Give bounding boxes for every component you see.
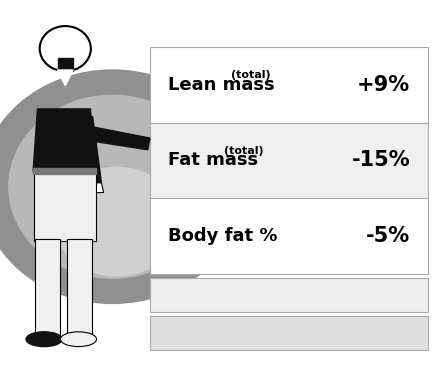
FancyBboxPatch shape <box>150 198 428 274</box>
Bar <box>58 58 73 71</box>
Polygon shape <box>48 119 150 150</box>
FancyBboxPatch shape <box>150 123 428 198</box>
Circle shape <box>9 95 216 278</box>
Circle shape <box>40 26 91 71</box>
Text: Fat mass: Fat mass <box>168 151 258 170</box>
Polygon shape <box>90 183 104 193</box>
Bar <box>33 168 96 174</box>
FancyBboxPatch shape <box>150 47 428 123</box>
Circle shape <box>0 70 245 303</box>
Text: -5%: -5% <box>366 226 410 246</box>
Text: (total): (total) <box>231 70 271 80</box>
Polygon shape <box>33 109 95 171</box>
Ellipse shape <box>60 332 97 347</box>
Text: (total): (total) <box>224 146 264 156</box>
Bar <box>35 239 60 335</box>
Circle shape <box>55 167 179 276</box>
Bar <box>67 239 92 335</box>
Polygon shape <box>57 70 73 86</box>
Text: -15%: -15% <box>351 151 410 170</box>
Ellipse shape <box>26 332 62 347</box>
Polygon shape <box>85 117 101 183</box>
Bar <box>34 173 96 241</box>
Text: Body fat %: Body fat % <box>168 227 277 245</box>
Text: +9%: +9% <box>357 75 410 95</box>
Text: Lean mass: Lean mass <box>168 75 274 94</box>
FancyBboxPatch shape <box>150 278 428 312</box>
FancyBboxPatch shape <box>150 316 428 350</box>
